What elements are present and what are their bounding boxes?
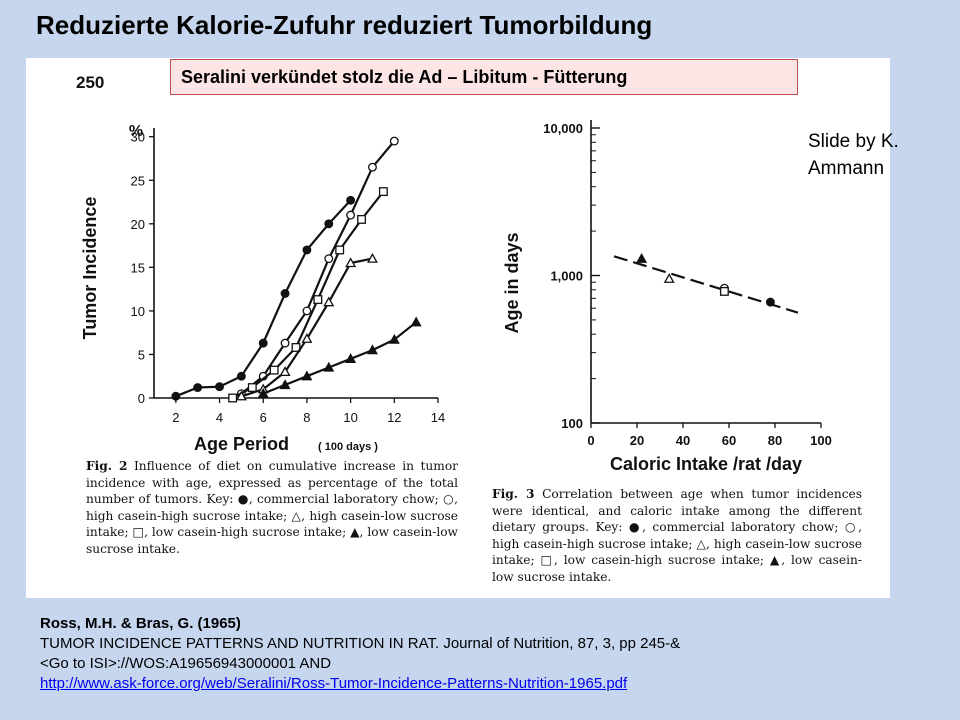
fig2-series-5-point — [301, 370, 313, 381]
fig2-series-2-point — [302, 306, 312, 316]
fig2-x-tick-label: 14 — [431, 410, 445, 425]
fig2-x-axis-label: Age Period — [194, 434, 289, 454]
fig2-y-tick-label: 20 — [131, 217, 145, 232]
fig2-y-tick-label: 30 — [131, 130, 145, 145]
fig3-y-tick-label: 10,000 — [543, 121, 583, 136]
reference-isi: <Go to ISI>://WOS:A19656943000001 AND — [40, 655, 332, 672]
fig2-series-2-point — [324, 254, 334, 264]
fig2-y-tick-label: 5 — [138, 347, 145, 362]
fig3-y-tick-label: 100 — [561, 416, 583, 431]
fig3-y-tick-label: 1,000 — [550, 269, 583, 284]
fig3-x-tick-label: 20 — [630, 433, 644, 448]
fig2-x-tick-label: 8 — [303, 410, 310, 425]
fig2-series-5-point — [279, 379, 291, 390]
fig2-series-1-point — [258, 338, 268, 348]
fig3-caption: Fig. 3 Correlation between age when tumo… — [492, 486, 862, 585]
fig2-x-tick-label: 10 — [343, 410, 357, 425]
fig2-series-2-point — [346, 210, 356, 220]
fig2-series-1-point — [193, 383, 203, 392]
fig2-series-3-point — [247, 383, 257, 392]
fig2-x-axis-unit: ( 100 days ) — [318, 441, 378, 453]
page-number: 250 — [76, 73, 104, 92]
scanned-paper-page: 250 2 4 6 8 10 12 14 0 5 10 15 20 25 30% Tumor Inciden… — [26, 58, 890, 598]
slide-credit: Slide by K. Ammann — [808, 131, 899, 179]
fig3-caption-text: Correlation between age when tumor incid… — [492, 487, 862, 584]
fig2-series-1-point — [171, 391, 181, 401]
fig2-series-2-point — [389, 136, 399, 146]
fig2-series-5-point — [257, 387, 269, 398]
fig2-series-1-point — [280, 289, 290, 298]
fig2-series-5-point — [366, 344, 378, 355]
fig3-x-tick-label: 0 — [587, 433, 594, 448]
fig2-series-5-point — [410, 316, 422, 327]
fig2-x-tick-label: 2 — [172, 410, 179, 425]
fig3-point-1 — [636, 252, 648, 263]
fig2-series-1-point — [324, 219, 334, 229]
fig2-series-5-point — [323, 361, 335, 372]
fig3-chart: 0 20 40 60 80 100 100 1,000 10,000 Age in days Cal… — [502, 120, 832, 474]
fig2-x-tick-label: 4 — [216, 410, 223, 425]
fig2-series-4-point — [366, 252, 378, 263]
fig2-x-tick-label: 6 — [260, 410, 267, 425]
fig2-series-1-point — [346, 195, 356, 205]
fig2-series-3-point — [335, 245, 345, 255]
fig2-series-3-point — [357, 215, 366, 224]
fig2-series-3-point — [291, 343, 301, 352]
fig3-point-5 — [765, 297, 775, 307]
fig2-series-2-point — [368, 162, 377, 172]
fig3-point-4 — [719, 286, 729, 296]
fig2-y-tick-label: 25 — [131, 173, 145, 188]
fig3-caption-label: Fig. 3 — [492, 487, 535, 501]
slide-title: Reduzierte Kalorie-Zufuhr reduziert Tumo… — [36, 10, 653, 40]
fig3-x-tick-label: 60 — [722, 433, 736, 448]
fig2-caption: Fig. 2 Influence of diet on cumulative i… — [86, 458, 458, 557]
fig3-point-2 — [663, 273, 675, 283]
fig2-y-axis-label: Tumor Incidence — [80, 197, 100, 340]
fig2-x-tick-label: 12 — [387, 410, 401, 425]
fig2-series-3-point — [378, 187, 388, 197]
callout-box: Seralini verkündet stolz die Ad – Libitu… — [170, 59, 798, 95]
fig2-caption-label: Fig. 2 — [86, 459, 128, 473]
reference-title: TUMOR INCIDENCE PATTERNS AND NUTRITION I… — [40, 635, 681, 652]
fig3-x-tick-label: 100 — [810, 433, 832, 448]
fig2-series-4-point — [235, 390, 247, 401]
fig2-series-5-point — [345, 353, 357, 363]
fig2-series-4-point — [279, 366, 291, 377]
fig2-series-2-line — [240, 140, 396, 395]
reference-link[interactable]: http://www.ask-force.org/web/Seralini/Ro… — [40, 675, 628, 692]
fig2-series-4-point — [323, 296, 335, 307]
fig2-y-tick-label: 15 — [131, 260, 145, 275]
fig2-series-1-point — [302, 245, 312, 255]
fig2-series-3-point — [269, 365, 279, 375]
fig2-series-3-point — [228, 393, 238, 403]
fig3-x-tick-label: 40 — [676, 433, 690, 448]
fig3-x-axis-label: Caloric Intake /rat /day — [610, 454, 802, 474]
fig2-series-1-point — [215, 382, 224, 392]
fig2-series-4-point — [301, 333, 313, 343]
fig2-y-unit: % — [129, 123, 143, 140]
fig2-series-1-line — [175, 199, 352, 398]
scan-figures: 250 2 4 6 8 10 12 14 0 5 10 15 20 25 30% Tumor Inciden… — [76, 73, 832, 474]
fig2-chart: 2 4 6 8 10 12 14 0 5 10 15 20 25 30% Tumor Incidence Ag… — [80, 123, 445, 454]
reference-authors: Ross, M.H. & Bras, G. (1965) — [40, 615, 241, 632]
reference-block: Ross, M.H. & Bras, G. (1965) TUMOR INCID… — [40, 614, 940, 694]
fig2-y-tick-label: 10 — [131, 304, 145, 319]
fig2-series-1-point — [236, 371, 246, 381]
fig3-y-axis-label: Age in days — [502, 232, 522, 333]
fig2-series-3-point — [313, 295, 323, 305]
fig2-series-4-point — [345, 257, 357, 268]
fig2-y-tick-label: 0 — [138, 391, 145, 406]
fig2-series-5-point — [388, 333, 400, 344]
fig2-series-2-point — [280, 338, 290, 348]
fig2-caption-text: Influence of diet on cumulative increase… — [86, 459, 459, 556]
fig3-x-tick-label: 80 — [768, 433, 782, 448]
